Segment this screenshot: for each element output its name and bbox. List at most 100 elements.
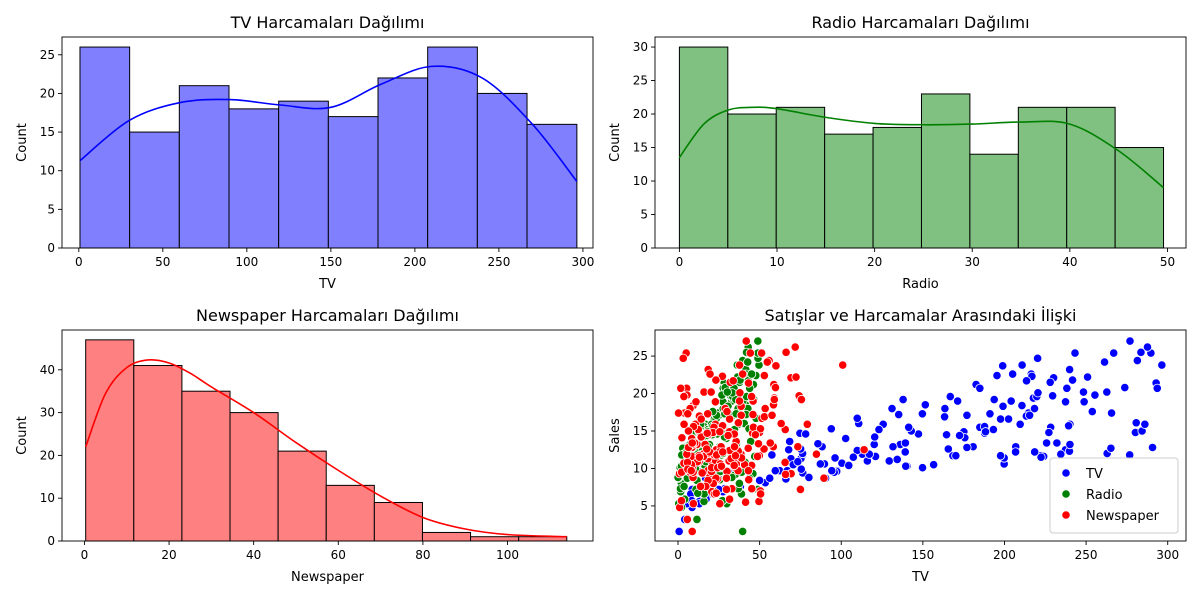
tv-scatter-point — [874, 424, 884, 435]
tv-scatter-point — [894, 409, 904, 420]
tv-scatter-point — [755, 475, 765, 486]
tv-scatter-point — [1025, 410, 1035, 420]
newspaper-histogram-bar — [229, 412, 279, 542]
newspaper-scatter-point — [682, 514, 692, 525]
tv-scatter-point — [1099, 357, 1110, 367]
newspaper-x-tick-label: 20 — [161, 548, 176, 562]
radio-x-tick-label: 30 — [965, 255, 980, 269]
radio-scatter-point — [743, 357, 753, 367]
newspaper-histogram-panel: Newspaper Harcamaları Dağılımı 0 20 40 60 80 1… — [15, 306, 594, 585]
newspaper-scatter-point — [756, 489, 766, 499]
tv-scatter-point — [1090, 390, 1100, 400]
newspaper-scatter-point — [676, 496, 687, 506]
newspaper-scatter-point — [759, 370, 769, 381]
newspaper-scatter-point — [745, 348, 755, 358]
newspaper-scatter-point — [716, 461, 727, 471]
newspaper-scatter-point — [780, 457, 790, 468]
newspaper-plot-area — [84, 339, 568, 542]
newspaper-scatter-point — [728, 376, 738, 386]
newspaper-scatter-point — [705, 369, 715, 379]
newspaper-histogram-bar — [325, 484, 375, 542]
tv-scatter-point — [1036, 452, 1046, 462]
newspaper-scatter-point — [796, 394, 807, 405]
tv-scatter-point — [1070, 348, 1080, 358]
radio-histogram-bar — [824, 133, 874, 249]
newspaper-scatter-point — [790, 342, 800, 352]
newspaper-scatter-point — [722, 406, 732, 417]
newspaper-x-tick-label: 60 — [331, 548, 346, 562]
newspaper-scatter-point — [678, 353, 688, 363]
newspaper-x-tick-label: 80 — [415, 548, 430, 562]
tv-histogram-bar — [476, 92, 528, 249]
newspaper-histogram-bar — [277, 450, 327, 542]
tv-scatter-point — [844, 460, 854, 471]
sales-x-tick-label: 50 — [752, 548, 767, 562]
tv-scatter-point — [793, 457, 803, 467]
tv-scatter-point — [1157, 360, 1167, 370]
tv-x-axis-label: TV — [318, 277, 336, 292]
newspaper-scatter-point — [765, 438, 775, 448]
tv-scatter-point — [1048, 391, 1058, 401]
tv-scatter-point — [1140, 419, 1150, 429]
radio-scatter-point — [747, 369, 757, 379]
newspaper-scatter-point — [676, 383, 686, 393]
tv-scatter-point — [1029, 403, 1040, 414]
newspaper-scatter-point — [683, 409, 693, 419]
tv-scatter-point — [1120, 382, 1130, 393]
newspaper-scatter-point — [767, 410, 777, 420]
newspaper-scatter-point — [743, 466, 753, 476]
tv-scatter-point — [892, 454, 902, 465]
sales-y-tick-label: 20 — [633, 387, 648, 401]
tv-scatter-point — [813, 439, 823, 449]
radio-y-tick-label: 20 — [633, 107, 648, 121]
sales-y-tick-label: 10 — [633, 461, 648, 475]
radio-histogram-bar — [1066, 106, 1116, 249]
tv-scatter-point — [848, 452, 858, 462]
tv-scatter-point — [767, 450, 777, 460]
tv-scatter-point — [962, 410, 972, 420]
sales-x-axis-label: TV — [911, 570, 929, 585]
tv-histogram-bar — [427, 46, 478, 249]
newspaper-scatter-point — [743, 443, 753, 453]
newspaper-scatter-point — [791, 372, 801, 382]
newspaper-scatter-point — [686, 466, 696, 476]
radio-x-axis-label: Radio — [902, 277, 939, 292]
tv-scatter-point — [1044, 427, 1054, 438]
sales-y-axis-label: Sales — [608, 418, 623, 453]
newspaper-scatter-point — [756, 348, 767, 358]
newspaper-scatter-point — [762, 357, 772, 367]
radio-y-tick-label: 5 — [640, 208, 648, 222]
newspaper-x-axis-label: Newspaper — [291, 570, 365, 585]
sales-y-tick-label: 5 — [640, 499, 648, 513]
newspaper-scatter-point — [718, 447, 728, 457]
tv-scatter-point — [830, 453, 840, 463]
tv-scatter-point — [1131, 418, 1141, 428]
newspaper-scatter-point — [741, 336, 751, 346]
newspaper-y-tick-label: 0 — [47, 534, 55, 548]
newspaper-scatter-point — [706, 387, 716, 397]
newspaper-scatter-point — [683, 426, 694, 436]
tv-y-tick-label: 5 — [47, 202, 55, 216]
tv-scatter-point — [815, 459, 825, 469]
tv-scatter-point — [770, 466, 780, 476]
newspaper-scatter-point — [715, 499, 725, 509]
radio-histogram-panel: Radio Harcamaları Dağılımı 0 10 20 30 40 50 0 5 1… — [608, 13, 1187, 292]
newspaper-scatter-point — [752, 451, 763, 462]
tv-scatter-point — [904, 422, 914, 432]
tv-scatter-point — [1010, 447, 1021, 457]
tv-scatter-point — [898, 394, 908, 405]
tv-scatter-point — [962, 442, 972, 453]
tv-scatter-point — [674, 526, 684, 537]
newspaper-scatter-point — [711, 375, 721, 385]
tv-axes-frame — [61, 36, 594, 249]
tv-y-tick-label: 20 — [40, 86, 55, 100]
sales-x-tick-label: 100 — [830, 548, 853, 562]
tv-scatter-point — [1017, 360, 1027, 370]
tv-histogram-bar — [526, 123, 578, 249]
tv-scatter-point — [870, 432, 880, 442]
radio-y-tick-label: 0 — [640, 241, 648, 255]
tv-y-axis-label: Count — [15, 123, 30, 162]
newspaper-histogram-bar — [373, 501, 423, 542]
sales-chart-title: Satışlar ve Harcamalar Arasındaki İlişki — [765, 306, 1077, 325]
